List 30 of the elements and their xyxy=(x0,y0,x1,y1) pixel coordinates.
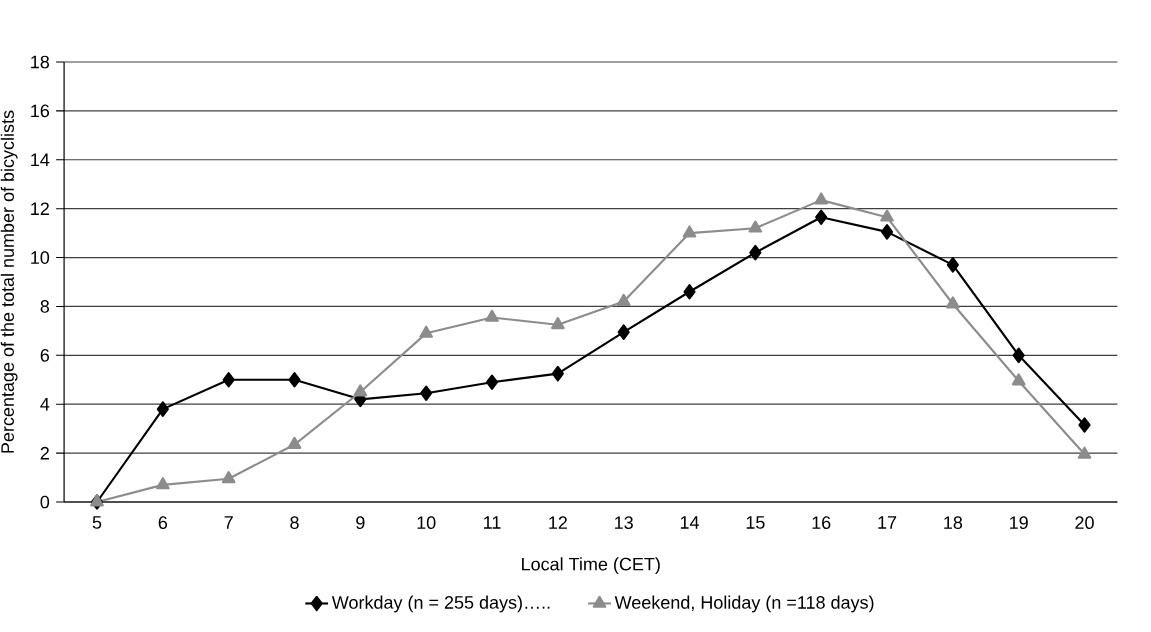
y-tick-label: 12 xyxy=(31,202,49,215)
x-tick-label: 17 xyxy=(878,516,897,529)
legend-label: Weekend, Holiday (n =118 days) xyxy=(614,595,874,613)
legend-label: Workday (n = 255 days)….. xyxy=(331,595,550,613)
y-tick-label: 10 xyxy=(31,251,50,264)
y-tick-label: 6 xyxy=(40,348,50,362)
x-tick-label: 12 xyxy=(549,516,567,529)
x-tick-label: 6 xyxy=(158,516,168,529)
x-tick-label: 7 xyxy=(224,516,233,529)
x-tick-label: 20 xyxy=(1075,516,1094,529)
x-tick-label: 5 xyxy=(92,516,102,529)
x-tick-label: 16 xyxy=(812,516,831,529)
x-tick-label: 11 xyxy=(484,516,501,529)
x-tick-label: 19 xyxy=(1010,516,1028,529)
y-axis-title: Percentage of the total number of bicyclists xyxy=(0,110,18,453)
y-tick-label: 2 xyxy=(40,446,49,460)
y-tick-label: 14 xyxy=(31,153,50,166)
y-tick-label: 18 xyxy=(31,55,50,69)
y-tick-label: 8 xyxy=(40,300,50,313)
x-tick-label: 18 xyxy=(944,516,963,529)
x-tick-label: 9 xyxy=(356,516,365,529)
y-tick-label: 4 xyxy=(40,398,50,411)
x-tick-label: 10 xyxy=(417,516,436,529)
x-tick-label: 15 xyxy=(746,516,765,529)
x-tick-label: 14 xyxy=(680,516,699,529)
y-tick-label: 16 xyxy=(31,104,50,118)
x-tick-label: 8 xyxy=(290,516,299,529)
x-axis-title: Local Time (CET) xyxy=(522,557,660,575)
x-tick-label: 13 xyxy=(615,516,633,529)
y-tick-label: 0 xyxy=(40,495,50,509)
